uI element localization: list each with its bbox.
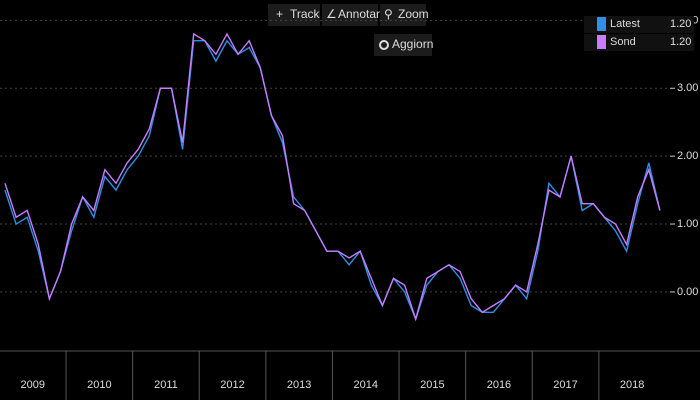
- legend-value: 1.20: [670, 36, 691, 48]
- zoom-icon: ⚲: [384, 7, 393, 21]
- series-line: [4, 32, 661, 322]
- annotate-label[interactable]: Annotare: [338, 7, 387, 21]
- legend-value: 1.20: [670, 18, 691, 30]
- x-tick-label: 2011: [154, 379, 178, 391]
- x-tick-label: 2017: [553, 379, 577, 391]
- legend-label: Sond: [610, 36, 636, 48]
- y-tick-label: 2.00: [677, 150, 698, 162]
- legend-box: [584, 16, 694, 33]
- x-tick-label: 2015: [420, 379, 444, 391]
- toolbar: Track + Annotare ∠ Zoom ⚲ Aggiorn: [268, 4, 433, 56]
- refresh-icon: [379, 40, 389, 50]
- refresh-label[interactable]: Aggiorn: [392, 37, 433, 51]
- track-label[interactable]: Track: [290, 7, 321, 21]
- x-tick-label: 2018: [620, 379, 644, 391]
- y-tick-label: 3.00: [677, 82, 698, 94]
- legend-label: Latest: [610, 18, 640, 30]
- track-icon: +: [276, 7, 283, 21]
- x-tick-label: 2014: [354, 379, 378, 391]
- legend-box: [584, 34, 694, 51]
- y-tick-label: 0.00: [677, 286, 698, 298]
- annotate-icon: ∠: [326, 7, 337, 21]
- x-tick-label: 2010: [87, 379, 111, 391]
- legend-swatch: [597, 35, 606, 49]
- x-tick-label: 2012: [220, 379, 244, 391]
- y-tick-label: 1.00: [677, 218, 698, 230]
- zoom-label[interactable]: Zoom: [398, 7, 429, 21]
- legend-swatch: [597, 17, 606, 31]
- series-line: [4, 39, 661, 322]
- refresh-button[interactable]: [374, 34, 432, 56]
- x-tick-label: 2016: [487, 379, 511, 391]
- x-tick-label: 2009: [21, 379, 45, 391]
- x-tick-label: 2013: [287, 379, 311, 391]
